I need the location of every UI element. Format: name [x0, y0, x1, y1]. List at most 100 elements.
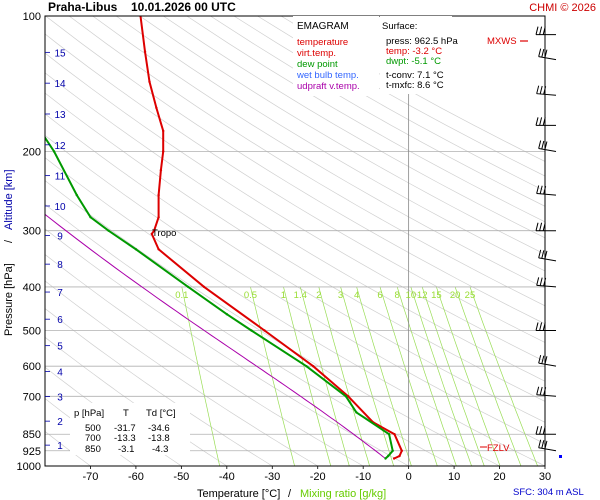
wind-barb-feather	[541, 355, 545, 364]
temperature-point	[393, 433, 396, 436]
wind-barb-feather	[542, 322, 546, 331]
wind-barb-feather	[544, 356, 548, 365]
tropopause-label: Tropo	[152, 228, 176, 239]
wind-barb-feather	[543, 387, 547, 396]
x-axis-title-mixing: Mixing ratio [g/kg]	[300, 488, 386, 500]
wind-barb-feather	[544, 141, 548, 150]
wind-barb-feather	[535, 117, 539, 126]
wind-barb-feather	[542, 117, 546, 126]
wind-barb	[538, 140, 557, 152]
temperature-tick-label: -60	[128, 471, 144, 483]
altitude-tick-label: 11	[55, 172, 66, 183]
temperature-point	[202, 285, 206, 289]
wind-barb-feather	[536, 85, 540, 94]
wind-barb	[535, 26, 556, 36]
temperature-point	[157, 248, 160, 251]
dry-adiabat	[45, 33, 545, 343]
temperature-point	[157, 216, 160, 219]
wind-barb-staff	[538, 147, 557, 152]
pressure-tick-label: 200	[23, 146, 41, 158]
credit-text: CHMI © 2026	[529, 2, 596, 14]
pressure-tick-label: 400	[23, 282, 41, 294]
wind-barb-feather	[536, 185, 540, 194]
dew-point-point	[75, 193, 79, 197]
legend-item-virt-temp: virt.temp.	[297, 48, 336, 59]
legend-item-updraft: udpraft v.temp.	[297, 81, 360, 92]
mixing-ratio-label: 4	[354, 290, 359, 301]
wind-barb-feather	[539, 185, 543, 194]
wind-barb	[535, 222, 556, 232]
mixing-ratio-label: 1	[281, 290, 286, 301]
wind-barb	[536, 386, 557, 397]
mixing-ratio-label: 10	[406, 290, 417, 301]
table-header-p: p [hPa]	[74, 408, 104, 419]
wind-barb-staff	[538, 56, 557, 61]
wind-barb-feather	[539, 322, 543, 331]
legend-item-dew-point: dew point	[297, 59, 338, 70]
table-row-p: 850	[85, 444, 101, 455]
surface-press: press: 962.5 hPa	[386, 36, 459, 47]
wind-barb-staff	[536, 93, 557, 96]
wind-barb-staff	[536, 193, 557, 196]
profile-series	[45, 16, 403, 460]
mixing-ratio-label: 20	[450, 290, 461, 301]
altitude-tick-label: 2	[57, 417, 63, 428]
temperature-point	[152, 229, 156, 232]
pressure-tick-label: 850	[23, 429, 41, 441]
dry-adiabat	[163, 16, 545, 239]
legend-item-wet-bulb: wet bulb temp.	[296, 70, 359, 81]
temperature-point	[398, 454, 401, 458]
surface-title: Surface:	[382, 21, 417, 32]
wind-barb-staff	[538, 447, 557, 452]
wind-barb-feather	[541, 250, 545, 259]
parcel-curve-line	[45, 213, 386, 459]
temperature-point	[162, 150, 165, 153]
altitude-tick-label: 4	[57, 367, 63, 378]
wind-barb-feather	[539, 277, 543, 286]
temperature-point	[150, 232, 153, 236]
altitude-tick-label: 5	[57, 342, 63, 353]
temperature-tick-labels: -70 -60 -50 -40 -30 -20 -10 0 10 20 30	[83, 471, 552, 483]
y-axis-title-separator: /	[3, 239, 15, 243]
dew-point-point	[134, 248, 138, 251]
station-name: Praha-Libus	[48, 0, 118, 14]
wind-barb-feather	[536, 277, 540, 286]
wind-barb-feather	[539, 117, 543, 126]
temperature-tick-label: -40	[219, 471, 235, 483]
table-row-p: 700	[85, 433, 101, 444]
temperature-point	[143, 50, 147, 53]
temperature-point	[148, 80, 151, 84]
dew-point-point	[107, 229, 110, 232]
temperature-tick-label: 20	[493, 471, 505, 483]
wind-barb	[535, 117, 556, 126]
temperature-tick-label: -70	[83, 471, 99, 483]
dew-point-point	[387, 454, 390, 458]
wind-barb-feather	[535, 26, 539, 35]
wind-barb	[538, 48, 557, 61]
surface-marker	[559, 455, 562, 458]
wind-barb-feather	[539, 26, 543, 35]
wind-barb-feather	[542, 222, 546, 231]
wind-barb	[538, 439, 557, 452]
wind-barb-staff	[538, 257, 557, 262]
wind-barb-feather	[538, 355, 542, 364]
wind-barb	[538, 249, 557, 262]
dry-adiabat	[45, 52, 545, 362]
legend-title: EMAGRAM	[297, 21, 349, 32]
pressure-tick-label: 700	[23, 391, 41, 403]
altitude-tick-label: 7	[57, 288, 63, 299]
dew-point-point	[387, 433, 391, 436]
dry-adiabat	[139, 16, 545, 255]
wind-barb	[535, 426, 556, 435]
wind-barb-feather	[541, 49, 545, 58]
x-axis-title-temperature: Temperature [°C]	[197, 488, 280, 500]
legend: EMAGRAM temperature virt.temp. dew point…	[293, 16, 379, 96]
wind-barb-feather	[543, 185, 547, 195]
altitude-tick-label: 14	[54, 79, 66, 90]
dry-adiabat	[68, 16, 545, 307]
temperature-tick-label: -10	[355, 471, 371, 483]
parcel-curve	[45, 213, 386, 459]
level-table: p [hPa] T Td [°C] 500 -31.7 -34.6 700 -1…	[70, 403, 190, 455]
surface-tmxfc: t-mxfc: 8.6 °C	[386, 80, 444, 91]
